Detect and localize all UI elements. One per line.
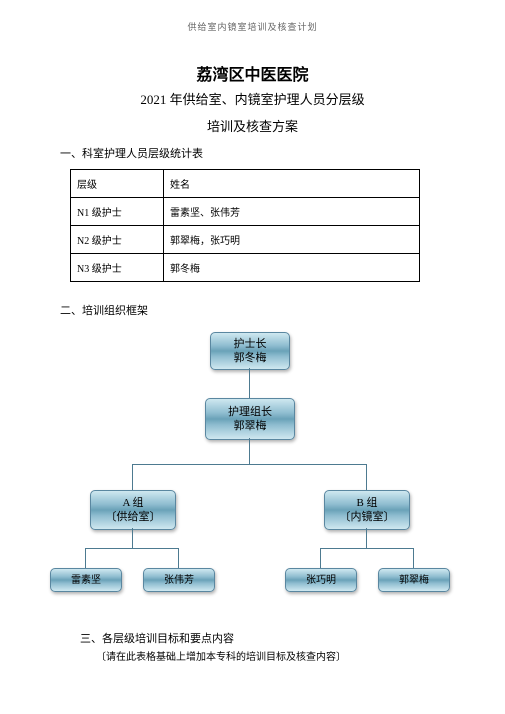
section2-heading: 二、培训组织框架: [60, 302, 455, 318]
node-b1: 张巧明: [285, 568, 357, 592]
section3-heading: 三、各层级培训目标和要点内容: [80, 630, 455, 646]
connector: [366, 464, 367, 490]
title-year-line: 2021 年供给室、内镜室护理人员分层级: [50, 89, 455, 108]
table-cell: N2 级护士: [71, 226, 164, 254]
node-group-a-sub: 〔供给室〕: [91, 510, 175, 524]
connector: [249, 438, 250, 464]
table-row: N1 级护士 雷素坚、张伟芳: [71, 198, 420, 226]
page-header: 供给室内镜室培训及核查计划: [50, 20, 455, 33]
connector: [178, 548, 179, 568]
section1-heading: 一、科室护理人员层级统计表: [60, 145, 455, 161]
connector: [85, 548, 179, 549]
levels-table: 层级 姓名 N1 级护士 雷素坚、张伟芳 N2 级护士 郭翠梅，张巧明 N3 级…: [70, 169, 420, 282]
title-plan: 培训及核查方案: [50, 116, 455, 135]
node-leader-title: 护理组长: [206, 405, 294, 419]
node-a2: 张伟芳: [143, 568, 215, 592]
section3-subnote: 〔请在此表格基础上增加本专科的培训目标及核查内容〕: [96, 648, 455, 663]
connector: [132, 528, 133, 548]
table-header-level: 层级: [71, 170, 164, 198]
node-head-title: 护士长: [211, 337, 289, 351]
node-b2: 郭翠梅: [378, 568, 450, 592]
node-group-a-title: A 组: [91, 496, 175, 510]
table-cell: 郭冬梅: [164, 254, 420, 282]
table-row: 层级 姓名: [71, 170, 420, 198]
connector: [249, 368, 250, 398]
table-row: N3 级护士 郭冬梅: [71, 254, 420, 282]
table-cell: 郭翠梅，张巧明: [164, 226, 420, 254]
connector: [320, 548, 321, 568]
node-leader: 护理组长 郭翠梅: [205, 398, 295, 440]
node-group-b-sub: 〔内镜室〕: [325, 510, 409, 524]
connector: [132, 464, 367, 465]
table-cell: 雷素坚、张伟芳: [164, 198, 420, 226]
node-a1: 雷素坚: [50, 568, 122, 592]
table-cell: N3 级护士: [71, 254, 164, 282]
table-cell: N1 级护士: [71, 198, 164, 226]
table-header-name: 姓名: [164, 170, 420, 198]
connector: [132, 464, 133, 490]
title-hospital: 荔湾区中医医院: [50, 61, 455, 85]
node-leader-name: 郭翠梅: [206, 419, 294, 433]
node-group-b-title: B 组: [325, 496, 409, 510]
node-group-b: B 组 〔内镜室〕: [324, 490, 410, 530]
table-row: N2 级护士 郭翠梅，张巧明: [71, 226, 420, 254]
node-head-name: 郭冬梅: [211, 351, 289, 365]
connector: [85, 548, 86, 568]
connector: [413, 548, 414, 568]
connector: [366, 528, 367, 548]
node-group-a: A 组 〔供给室〕: [90, 490, 176, 530]
node-head: 护士长 郭冬梅: [210, 332, 290, 370]
connector: [320, 548, 414, 549]
org-chart: 护士长 郭冬梅 护理组长 郭翠梅 A 组 〔供给室〕 B 组 〔内镜室〕: [50, 332, 455, 622]
